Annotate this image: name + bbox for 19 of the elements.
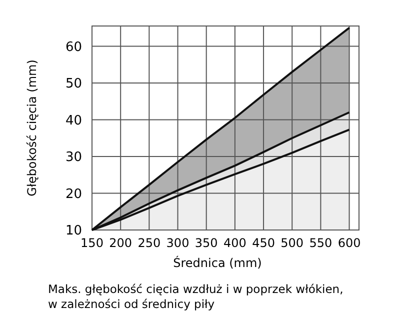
x-tick-label: 150	[80, 236, 104, 250]
x-axis-title: Średnica (mm)	[173, 255, 262, 270]
y-tick-label: 60	[65, 40, 82, 55]
x-tick-label: 350	[194, 236, 218, 250]
y-tick-label: 40	[65, 113, 82, 128]
y-tick-label: 50	[65, 76, 82, 92]
x-tick-label: 300	[166, 236, 190, 250]
text: Maks. głębokość cięcia wzdłuż i w poprzek włókien, w zależności od średnicy piły	[48, 282, 344, 311]
x-tick-label: 500	[280, 236, 304, 250]
y-tick-label: 10	[65, 224, 82, 239]
x-tick-label: 600	[338, 236, 361, 250]
y-tick-label: 20	[65, 186, 82, 202]
x-tick-label: 550	[309, 236, 332, 250]
y-axis-title: Głębokość cięcia (mm)	[25, 60, 39, 196]
x-tick-label: 250	[138, 236, 161, 250]
y-tick-label: 30	[65, 150, 82, 166]
x-tick-label: 200	[109, 236, 132, 250]
x-tick-label: 400	[223, 236, 246, 250]
x-tick-label: 450	[252, 236, 275, 250]
